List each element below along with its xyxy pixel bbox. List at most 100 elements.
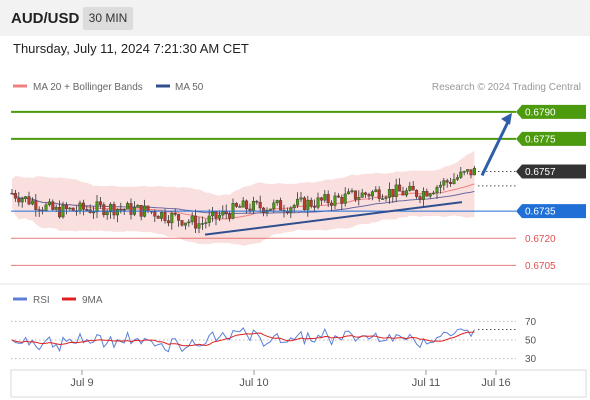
- candle-body: [302, 197, 306, 210]
- candle-body: [449, 181, 453, 184]
- candle-body: [180, 220, 184, 226]
- chart-overlay: [204, 112, 516, 236]
- candle-body: [251, 200, 255, 212]
- candle-body: [340, 197, 344, 204]
- rsi-tick-70: 70: [525, 317, 537, 328]
- credit-text: Research © 2024 Trading Central: [432, 82, 581, 93]
- candle-body: [367, 194, 371, 197]
- candle-body: [58, 206, 62, 218]
- candle-body: [421, 191, 425, 200]
- candle-body: [306, 199, 310, 210]
- candle-body: [452, 179, 456, 184]
- candle-body: [330, 202, 334, 206]
- candle-body: [119, 208, 123, 211]
- candle-body: [211, 211, 215, 217]
- candle-body: [92, 211, 96, 214]
- candle-body: [384, 197, 388, 199]
- candle-body: [472, 167, 476, 176]
- candle-body: [296, 198, 300, 206]
- candle-body: [173, 213, 177, 215]
- ma50-line: [11, 190, 475, 215]
- candle-body: [160, 212, 164, 219]
- candle-body: [20, 198, 24, 203]
- candle-body: [289, 207, 293, 213]
- candle-body: [115, 208, 119, 216]
- candle-body: [279, 200, 283, 211]
- x-tick-label-1: Jul 10: [239, 377, 268, 389]
- candle-body: [323, 194, 327, 201]
- candle-body: [112, 203, 116, 216]
- candle-body: [333, 195, 337, 206]
- trendline: [204, 201, 463, 236]
- legend-ma20: MA 20 + Bollinger Bands: [33, 82, 143, 93]
- candle-body: [241, 200, 245, 208]
- forecast-arrow-head: [501, 112, 512, 125]
- level-label-1: 0.6775: [525, 134, 556, 145]
- candle-body: [153, 211, 157, 217]
- candle-body: [313, 205, 317, 208]
- candle-body: [44, 204, 48, 211]
- candle-body: [415, 189, 419, 197]
- candle-body: [51, 201, 55, 210]
- last-price-label: 0.6757: [525, 167, 556, 178]
- timeframe-badge[interactable]: 30 MIN: [83, 7, 133, 30]
- candle-body: [401, 190, 405, 196]
- rsi-tick-50: 50: [525, 336, 537, 347]
- rsi-line: [11, 327, 475, 353]
- candle-body: [98, 201, 102, 205]
- chart-header: AUD/USD 30 MIN: [0, 0, 590, 36]
- candle-body: [166, 220, 170, 224]
- candle-body: [425, 191, 429, 197]
- candle-body: [64, 204, 68, 210]
- candle-body: [187, 221, 191, 224]
- candle-body: [272, 202, 276, 210]
- candle-body: [428, 193, 432, 197]
- candle-body: [238, 206, 242, 208]
- candle-body: [316, 197, 320, 208]
- candle-body: [381, 198, 385, 200]
- legend-rsi: RSI: [33, 295, 50, 306]
- candle-body: [13, 193, 17, 199]
- candle-body: [418, 196, 422, 200]
- candle-body: [292, 205, 296, 209]
- candle-body: [462, 171, 466, 173]
- candle-body: [455, 177, 459, 180]
- candle-body: [102, 204, 106, 216]
- legend-swatch-9ma: [62, 297, 76, 301]
- candle-body: [85, 209, 89, 211]
- candle-body: [10, 192, 14, 195]
- rsi-tick-30: 30: [525, 354, 537, 365]
- legend-9ma: 9MA: [82, 295, 103, 306]
- candle-body: [200, 223, 204, 225]
- candle-body: [432, 192, 436, 195]
- price-levels: 0.6790 0.6775 0.6757 0.6735 0.6720 0.6705: [11, 104, 586, 272]
- candle-body: [105, 211, 109, 216]
- candle-body: [47, 201, 51, 206]
- candle-body: [404, 190, 408, 196]
- candle-body: [194, 215, 198, 229]
- candle-body: [24, 196, 28, 199]
- x-tick-label-3: Jul 16: [481, 377, 510, 389]
- candle-body: [347, 191, 351, 195]
- x-tick-label-0: Jul 9: [70, 377, 93, 389]
- candle-body: [126, 203, 130, 210]
- candle-body: [374, 189, 378, 192]
- symbol-title: AUD/USD: [11, 10, 80, 27]
- candle-body: [466, 169, 470, 172]
- candle-body: [408, 185, 412, 191]
- candle-body: [258, 201, 262, 209]
- candle-body: [377, 189, 381, 199]
- candle-body: [411, 185, 415, 191]
- candle-body: [398, 184, 402, 192]
- candle-body: [262, 207, 266, 213]
- candle-body: [214, 211, 218, 219]
- candle-body: [309, 199, 313, 207]
- level-label-0: 0.6790: [525, 107, 556, 118]
- candle-body: [435, 187, 439, 194]
- candle-body: [170, 213, 174, 224]
- candle-body: [217, 214, 221, 219]
- legend-ma50: MA 50: [175, 82, 204, 93]
- candle-body: [268, 208, 272, 211]
- candle-body: [207, 215, 211, 223]
- candle-body: [394, 184, 398, 197]
